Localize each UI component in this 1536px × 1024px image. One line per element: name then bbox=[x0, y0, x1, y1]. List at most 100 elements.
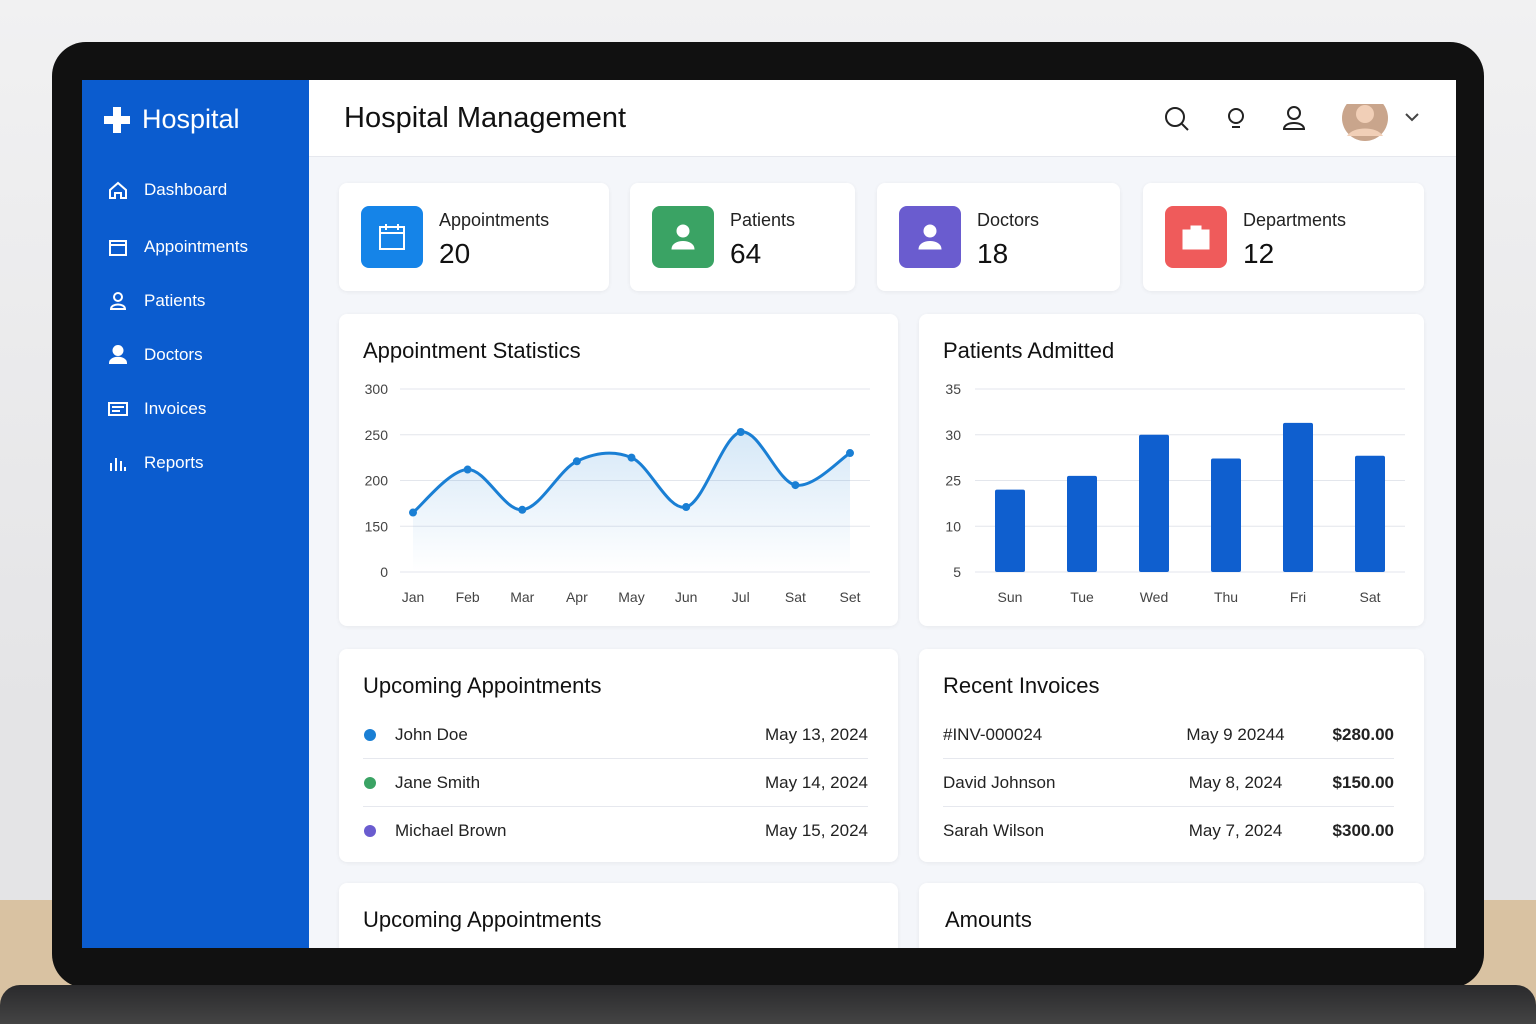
nav-item[interactable]: Invoices bbox=[108, 399, 206, 419]
card-title: Amounts bbox=[945, 907, 1032, 932]
nav-icon bbox=[108, 345, 128, 364]
nav-label: Patients bbox=[144, 291, 206, 310]
x-tick-label: Sun bbox=[998, 589, 1023, 605]
icon bbox=[108, 402, 128, 416]
stat-label: Appointments bbox=[439, 210, 550, 230]
x-tick-label: May bbox=[618, 589, 644, 605]
patient-name: Jane Smith bbox=[395, 772, 481, 792]
nav-item[interactable]: Dashboard bbox=[108, 180, 227, 200]
dot bbox=[364, 728, 376, 741]
icon bbox=[109, 291, 127, 310]
nav-item[interactable]: Patients bbox=[108, 291, 205, 311]
invoice-name: Sarah Wilson bbox=[943, 821, 1045, 840]
icon-shape bbox=[671, 224, 695, 250]
invoice-row: Sarah Wilson May 7, 2024 $300.00 bbox=[943, 807, 1394, 855]
status-dot bbox=[364, 825, 376, 837]
invoice-row: David Johnson May 8, 2024 $150.00 bbox=[943, 759, 1394, 807]
nav-label: Appointments bbox=[144, 237, 248, 256]
icon-shape bbox=[918, 224, 942, 250]
bar bbox=[1139, 434, 1169, 572]
icon bbox=[109, 240, 127, 256]
point bbox=[409, 508, 417, 517]
patient-name: John Doe bbox=[395, 724, 468, 744]
y-tick-label: 250 bbox=[365, 427, 389, 443]
upcoming-card: Upcoming Appointments John Doe May 13, 202… bbox=[339, 649, 898, 862]
point bbox=[627, 453, 636, 462]
stat-value: 18 bbox=[977, 238, 1009, 269]
area bbox=[413, 431, 850, 572]
stat-icon bbox=[361, 206, 423, 268]
y-tick-label: 10 bbox=[945, 518, 961, 534]
appointment-date: May 14, 2024 bbox=[764, 772, 868, 792]
brand-icon bbox=[104, 106, 130, 133]
stat-card: Patients 64 bbox=[630, 183, 855, 291]
y-tick-label: 200 bbox=[365, 473, 389, 489]
nav-icon bbox=[109, 291, 127, 310]
x-tick-label: Mar bbox=[510, 589, 534, 605]
point bbox=[463, 465, 472, 474]
bar-chart: Patients Admitted 5 10 25 30 35 Sun Tue Wed Thu Fr… bbox=[943, 338, 1405, 605]
icon bbox=[671, 224, 695, 250]
line-chart-card: Appointment Statistics 0 150 200 250 300 Jan Fe… bbox=[339, 314, 898, 626]
patient-name: Michael Brown bbox=[395, 821, 507, 840]
y-tick-label: 150 bbox=[365, 518, 389, 534]
brand-name: Hospital bbox=[142, 104, 240, 134]
x-tick-label: Fri bbox=[1290, 589, 1306, 605]
sidebar: Hospital Dashboard Appointments Patients Do… bbox=[82, 80, 309, 948]
x-tick-label: Jun bbox=[675, 589, 698, 605]
nav-icon bbox=[108, 402, 128, 416]
icon-shape bbox=[379, 224, 405, 250]
point bbox=[518, 505, 527, 514]
laptop-base bbox=[0, 985, 1536, 1024]
appointment-row: Jane Smith May 14, 2024 bbox=[363, 759, 868, 807]
invoice-date: May 8, 2024 bbox=[1188, 772, 1283, 792]
stat-card: Appointments 20 bbox=[339, 183, 609, 291]
bar bbox=[995, 489, 1025, 572]
point bbox=[736, 428, 745, 437]
stat-card: Departments 12 bbox=[1143, 183, 1424, 291]
stat-value: 64 bbox=[730, 238, 762, 269]
appointment-date: May 13, 2024 bbox=[764, 724, 868, 744]
invoice-name: David Johnson bbox=[943, 772, 1056, 792]
icon bbox=[918, 224, 942, 250]
icon bbox=[1182, 225, 1210, 250]
page-title: Hospital Management bbox=[344, 102, 627, 134]
nav-item[interactable]: Reports bbox=[108, 453, 204, 473]
card-title: Recent Invoices bbox=[943, 673, 1100, 698]
x-tick-label: Wed bbox=[1140, 589, 1169, 605]
invoice-amount: $300.00 bbox=[1332, 821, 1394, 840]
x-tick-label: Tue bbox=[1070, 589, 1094, 605]
x-tick-label: Set bbox=[839, 589, 860, 605]
stat-label: Patients bbox=[730, 210, 796, 230]
status-dot bbox=[364, 776, 376, 789]
brand: Hospital bbox=[104, 104, 240, 135]
x-tick-label: Feb bbox=[456, 589, 480, 605]
header-icons[interactable] bbox=[1161, 104, 1421, 154]
appointment-row: Michael Brown May 15, 2024 bbox=[363, 807, 868, 855]
nav-icon bbox=[110, 458, 126, 471]
x-tick-label: Sat bbox=[1359, 589, 1380, 605]
icon bbox=[108, 345, 128, 364]
y-tick-label: 5 bbox=[953, 564, 961, 580]
icon bbox=[379, 224, 405, 250]
nav-item[interactable]: Appointments bbox=[108, 237, 248, 257]
appointment-row: John Doe May 13, 2024 bbox=[363, 711, 868, 759]
invoice-name: #INV-000024 bbox=[943, 724, 1043, 744]
header: Hospital Management bbox=[309, 80, 1456, 157]
chart-title: Patients Admitted bbox=[943, 338, 1114, 363]
stat-card: Doctors 18 bbox=[877, 183, 1120, 291]
status-dot bbox=[364, 728, 376, 741]
stat-icon bbox=[1165, 206, 1227, 268]
y-tick-label: 25 bbox=[945, 473, 961, 489]
stat-icon bbox=[899, 206, 961, 268]
invoice-date: May 9 20244 bbox=[1186, 724, 1285, 744]
y-tick-label: 0 bbox=[380, 564, 388, 580]
nav-item[interactable]: Doctors bbox=[108, 345, 203, 365]
x-tick-label: Thu bbox=[1214, 589, 1238, 605]
x-tick-label: Jan bbox=[402, 589, 425, 605]
bar bbox=[1211, 458, 1241, 572]
nav-label: Reports bbox=[144, 453, 204, 472]
dot bbox=[364, 776, 376, 789]
bar bbox=[1067, 475, 1097, 572]
